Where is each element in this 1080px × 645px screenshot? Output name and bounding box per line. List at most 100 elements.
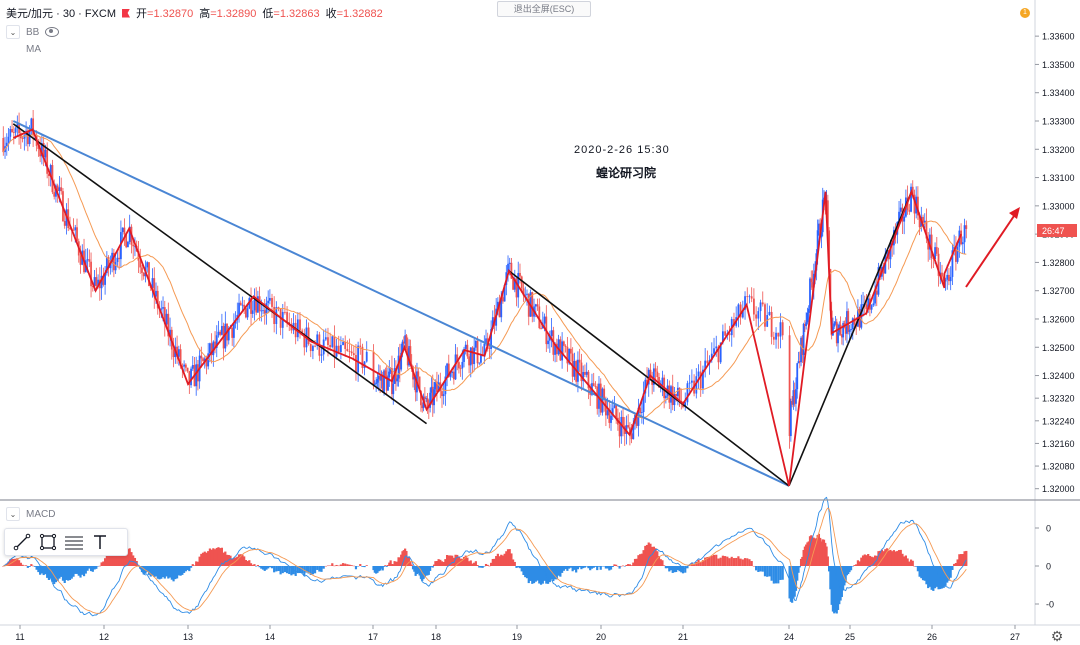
candle-body [620, 416, 623, 437]
macd-histogram-bar [326, 565, 330, 567]
macd-histogram-bar [930, 566, 933, 590]
macd-histogram-bar [215, 547, 218, 566]
macd-histogram-bar [520, 566, 523, 572]
time-tick-label: 21 [678, 632, 688, 642]
candle-body [102, 275, 105, 285]
price-tick-label: 1.32600 [1042, 314, 1075, 324]
candle-body [359, 345, 362, 347]
channel-line[interactable] [12, 120, 790, 487]
macd-histogram-bar [142, 566, 145, 575]
candle-body [809, 278, 811, 309]
gear-icon[interactable]: ⚙ [1050, 628, 1064, 644]
price-tick-label: 1.32500 [1042, 343, 1075, 353]
macd-histogram-bar [892, 550, 896, 566]
macd-histogram-bar [294, 566, 297, 576]
candle-body [796, 363, 799, 390]
macd-histogram-bar [227, 554, 230, 566]
candle-body [834, 321, 837, 324]
trend-line[interactable] [12, 123, 428, 425]
macd-histogram-bar [637, 555, 640, 566]
macd-histogram-bar [224, 551, 227, 566]
zigzag-line[interactable] [12, 128, 962, 487]
macd-histogram-bar [770, 566, 773, 581]
macd-histogram-bar [32, 565, 35, 567]
price-axis: 1.33600 1.33500 1.33400 1.33300 1.33200 1.331… [1035, 32, 1075, 494]
symbol-title[interactable]: 美元/加元 · 30 · FXCM [6, 8, 117, 20]
macd-histogram-bar [195, 561, 198, 566]
candle-body [425, 398, 428, 399]
candle-body [79, 255, 82, 265]
price-tick-label: 1.33600 [1042, 32, 1075, 42]
exit-fullscreen-button[interactable]: 退出全屏(ESC) [497, 1, 591, 17]
candle-body [872, 303, 875, 306]
forecast-arrow[interactable] [965, 212, 1017, 288]
macd-histogram-bar [559, 566, 562, 577]
macd-histogram-bar [324, 565, 327, 567]
macd-histogram-bar [654, 548, 657, 566]
macd-histogram-bar [796, 566, 799, 581]
rectangle-icon[interactable] [37, 531, 59, 553]
candle-body [622, 416, 624, 426]
macd-histogram-bar [589, 566, 592, 571]
notification-badge[interactable]: 1 [1020, 8, 1030, 18]
flag-icon[interactable] [122, 8, 131, 18]
trend-line[interactable] [788, 191, 913, 487]
macd-histogram-bar [870, 556, 873, 566]
macd-histogram-bar [873, 555, 877, 566]
macd-histogram-bar [613, 564, 616, 566]
macd-histogram-bar [111, 547, 114, 566]
macd-histogram-bar [828, 566, 831, 572]
candle-body [965, 225, 968, 229]
macd-histogram-bar [60, 566, 63, 577]
macd-histogram-bar [435, 561, 439, 566]
macd-histogram-bar [246, 561, 249, 566]
trend-line-icon[interactable] [11, 531, 33, 553]
candle-body [508, 262, 511, 264]
candle-body [414, 376, 417, 393]
macd-histogram-bar [205, 552, 208, 566]
macd-histogram-bar [301, 566, 304, 574]
macd-histogram-bar [766, 566, 769, 577]
macd-histogram-bar [763, 566, 767, 577]
macd-label[interactable]: MACD [26, 508, 56, 520]
macd-histogram-bar [603, 566, 606, 567]
candle-body [713, 348, 715, 354]
candle-body [421, 405, 424, 409]
candle-body [690, 380, 693, 383]
candle-body [688, 382, 691, 384]
macd-histogram-bar [601, 566, 604, 567]
macd-histogram-bar [21, 564, 24, 566]
macd-histogram-bar [761, 566, 764, 572]
ma-label[interactable]: MA [26, 44, 41, 55]
candle-body [389, 368, 392, 372]
macd-histogram-bar [915, 566, 918, 567]
macd-histogram-bar [442, 562, 445, 566]
candle-body [86, 259, 89, 261]
macd-histogram-bar [163, 566, 166, 579]
drawing-layer [12, 120, 1020, 487]
macd-histogram-bar [114, 549, 117, 566]
macd-histogram-bar [867, 554, 870, 566]
candle-body [538, 306, 541, 329]
macd-histogram-bar [664, 566, 667, 569]
macd-histogram-bar [575, 566, 578, 573]
macd-histogram-bar [920, 566, 923, 579]
bb-label[interactable]: BB [26, 26, 40, 38]
candle-body [874, 290, 876, 304]
macd-histogram-bar [484, 563, 488, 566]
macd-histogram-bar [231, 558, 234, 566]
text-tool-icon[interactable] [89, 531, 111, 553]
bb-indicator-row: ⌄ BB [6, 25, 60, 39]
candle-body [184, 364, 187, 368]
chevron-down-icon[interactable]: ⌄ [6, 507, 20, 521]
macd-histogram-bar [732, 558, 736, 566]
macd-histogram-bar [715, 554, 718, 566]
macd-histogram-bar [160, 566, 163, 579]
macd-histogram-bar [417, 566, 420, 574]
eye-icon[interactable] [45, 27, 60, 37]
chevron-down-icon[interactable]: ⌄ [6, 25, 20, 39]
candle-body [413, 376, 416, 380]
fib-retracement-icon[interactable] [63, 531, 85, 553]
candle-body [789, 401, 792, 437]
